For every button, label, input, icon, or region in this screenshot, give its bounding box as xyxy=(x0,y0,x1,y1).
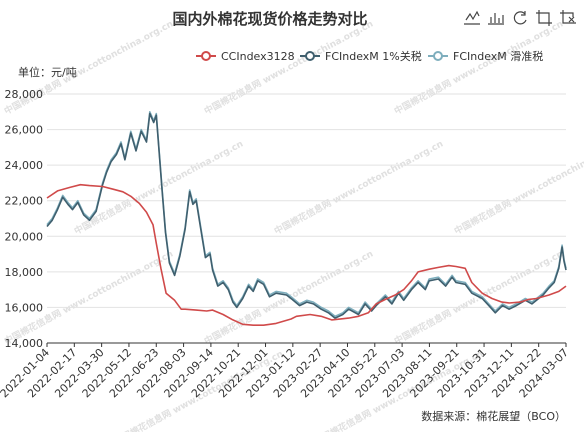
y-tick-label: 16,000 xyxy=(5,301,44,314)
x-axis: 2022-01-042022-02-172022-03-302022-05-12… xyxy=(0,343,571,400)
grid xyxy=(47,93,566,344)
icon-glyph xyxy=(513,11,527,25)
chart-title: 国内外棉花现货价格走势对比 xyxy=(172,10,367,28)
legend-label: FCIndexM 1%关税 xyxy=(325,49,422,63)
y-tick-label: 18,000 xyxy=(5,266,44,279)
legend-marker xyxy=(305,51,315,61)
watermark-text: 中国棉花信息网 www.cottonchina.org.cn xyxy=(392,18,565,118)
icon-glyph xyxy=(464,10,480,25)
series-line-0 xyxy=(46,183,567,326)
y-tick-label: 22,000 xyxy=(5,195,44,208)
source-note: 数据来源：棉花展望（BCO） xyxy=(421,409,566,423)
series-line-1 xyxy=(46,112,567,319)
legend-marker xyxy=(201,51,211,61)
y-tick-label: 14,000 xyxy=(5,337,44,350)
icon-hitbox xyxy=(558,8,578,28)
legend-label: FCIndexM 滑准税 xyxy=(453,49,543,63)
y-tick-label: 20,000 xyxy=(5,230,44,243)
legend-item-2[interactable]: FCIndexM 滑准税 xyxy=(428,49,543,63)
legend-label: CCIndex3128 xyxy=(221,50,295,63)
legend-item-0[interactable]: CCIndex3128 xyxy=(196,50,295,63)
zoom-reset-icon[interactable] xyxy=(558,8,578,28)
watermark-text: 中国棉花信息网 www.cottonchina.org.cn xyxy=(2,248,175,348)
line-chart-icon[interactable] xyxy=(462,8,482,28)
series-lines xyxy=(46,111,567,326)
y-tick-label: 24,000 xyxy=(5,159,44,172)
zoom-icon[interactable] xyxy=(534,8,554,28)
y-axis-ticks: 14,000 16,000 18,000 20,000 22,000 24,000 26,0… xyxy=(5,88,44,350)
y-axis-label: 单位：元/吨 xyxy=(18,65,77,79)
chart-toolbar xyxy=(462,8,578,28)
legend: CCIndex3128 FCIndexM 1%关税 FCIndexM 滑准税 xyxy=(196,49,543,63)
y-tick-label: 28,000 xyxy=(5,88,44,101)
bar-chart-icon[interactable] xyxy=(486,8,506,28)
icon-glyph xyxy=(536,10,552,26)
icon-glyph xyxy=(488,13,504,25)
icon-hitbox xyxy=(534,8,554,28)
watermark-text: 中国棉花信息网 www.cottonchina.org.cn xyxy=(272,138,445,238)
watermark-text: 中国棉花信息网 www.cottonchina.org.cn xyxy=(452,138,584,238)
y-tick-label: 26,000 xyxy=(5,124,44,137)
legend-item-1[interactable]: FCIndexM 1%关税 xyxy=(300,49,422,63)
restore-icon[interactable] xyxy=(510,8,530,28)
icon-glyph xyxy=(560,10,576,24)
icon-hitbox xyxy=(510,8,530,28)
legend-marker xyxy=(433,51,443,61)
watermark-text: 中国棉花信息网 www.cottonchina.org.cn xyxy=(202,18,375,118)
